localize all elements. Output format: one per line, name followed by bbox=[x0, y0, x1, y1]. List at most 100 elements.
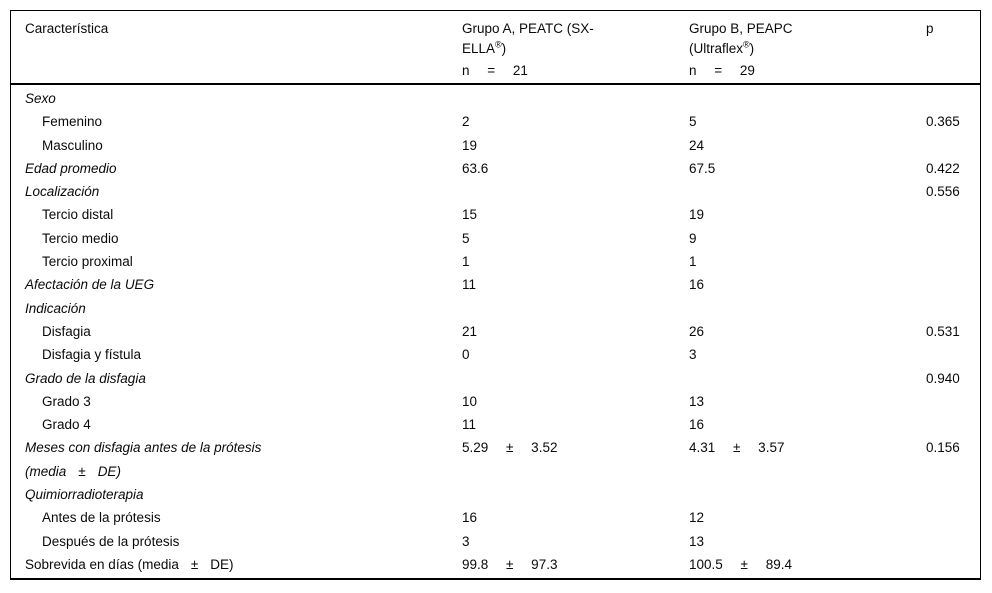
group-a-value: 63.6 bbox=[462, 160, 489, 176]
registered-trademark-symbol: ® bbox=[495, 39, 502, 49]
table-body: Sexo Femenino 2 5 0.365 Masculino 19 24 Edad pro… bbox=[11, 85, 980, 578]
row-label-text: Después de la prótesis bbox=[42, 533, 180, 549]
table-row: Grado 3 10 13 bbox=[25, 390, 980, 413]
group-a-value: 11 bbox=[462, 417, 477, 433]
group-b-stent-name: (Ultraflex bbox=[689, 40, 744, 56]
p-value bbox=[926, 87, 980, 110]
group-a-value: 10 bbox=[462, 393, 478, 409]
group-a-value bbox=[462, 483, 689, 506]
row-label: Quimiorradioterapia bbox=[25, 483, 462, 506]
row-label: Femenino bbox=[25, 110, 462, 133]
row-label: Indicación bbox=[25, 297, 462, 320]
table-row: Después de la prótesis 3 13 bbox=[25, 530, 980, 553]
row-label-text: Sexo bbox=[25, 91, 56, 106]
table-header-row: Característica Grupo A, PEATC (SX- ELLA®… bbox=[11, 11, 980, 85]
p-value bbox=[926, 530, 980, 553]
row-label-text: Antes de la prótesis bbox=[42, 510, 161, 526]
p-value bbox=[926, 343, 980, 366]
group-a-value bbox=[462, 87, 689, 110]
group-a-stent-name: ELLA bbox=[462, 40, 496, 56]
row-label: Localización bbox=[25, 180, 462, 203]
group-a-value: 1 bbox=[462, 254, 470, 270]
table-row: Femenino 2 5 0.365 bbox=[25, 110, 980, 133]
row-label: Tercio proximal bbox=[25, 250, 462, 273]
row-label: Sobrevida en días (media ± DE) bbox=[25, 553, 462, 576]
row-label-text: Disfagia bbox=[42, 323, 91, 339]
group-b-value: 13 bbox=[689, 533, 705, 549]
group-b-value: 100.5 ± 89.4 bbox=[689, 556, 792, 572]
group-b-title-line2: (Ultraflex®) bbox=[689, 39, 926, 59]
row-label-line2: (media ± DE) bbox=[25, 460, 462, 483]
group-b-sample-size: n = 29 bbox=[689, 63, 755, 78]
p-value: 0.556 bbox=[926, 184, 960, 200]
row-label: Masculino bbox=[25, 134, 462, 157]
group-a-value: 21 bbox=[462, 323, 478, 339]
group-a-value: 16 bbox=[462, 510, 478, 526]
row-label: Tercio distal bbox=[25, 203, 462, 226]
row-label-text: Grado 4 bbox=[42, 417, 91, 433]
row-label: Grado de la disfagia bbox=[25, 367, 462, 390]
p-value bbox=[926, 553, 980, 576]
group-a-value: 11 bbox=[462, 277, 477, 293]
group-a-value: 19 bbox=[462, 137, 478, 153]
table-row: Meses con disfagia antes de la prótesis (… bbox=[25, 436, 980, 483]
row-label-text: Grado 3 bbox=[42, 393, 91, 409]
plus-minus-sign: ± bbox=[190, 556, 199, 572]
row-label-text: Indicación bbox=[25, 300, 86, 316]
header-group-b: Grupo B, PEAPC (Ultraflex®) n = 29 bbox=[689, 19, 926, 83]
p-value bbox=[926, 273, 980, 296]
group-a-value bbox=[462, 367, 689, 390]
p-value bbox=[926, 203, 980, 226]
group-a-value: 0 bbox=[462, 347, 470, 363]
row-label-text: Edad promedio bbox=[25, 160, 117, 176]
table-row: Disfagia 21 26 0.531 bbox=[25, 320, 980, 343]
group-b-value bbox=[689, 297, 926, 320]
row-label: Meses con disfagia antes de la prótesis (… bbox=[25, 436, 462, 483]
group-b-value bbox=[689, 87, 926, 110]
p-value bbox=[926, 413, 980, 436]
group-b-value: 16 bbox=[689, 277, 705, 293]
p-value bbox=[926, 297, 980, 320]
group-a-title-line1: Grupo A, PEATC (SX- bbox=[462, 21, 594, 36]
table-row: Sobrevida en días (media ± DE) 99.8 ± 97.3 1… bbox=[25, 553, 980, 576]
group-b-value bbox=[689, 180, 926, 203]
table-row: Disfagia y fístula 0 3 bbox=[25, 343, 980, 366]
p-value: 0.156 bbox=[926, 440, 960, 456]
group-b-value bbox=[689, 483, 926, 506]
row-label: Antes de la prótesis bbox=[25, 506, 462, 529]
table-row: Indicación bbox=[25, 297, 980, 320]
row-label-text: Quimiorradioterapia bbox=[25, 487, 144, 503]
table-row: Tercio distal 15 19 bbox=[25, 203, 980, 226]
group-a-value: 15 bbox=[462, 207, 478, 223]
row-label-text: Tercio medio bbox=[42, 230, 119, 246]
row-label-text: Localización bbox=[25, 184, 100, 200]
row-label-tail: DE) bbox=[210, 556, 234, 572]
row-label-text: Afectación de la UEG bbox=[25, 277, 155, 293]
group-b-value: 12 bbox=[689, 510, 705, 526]
group-b-value: 4.31 ± 3.57 bbox=[689, 440, 785, 456]
group-b-title-close: ) bbox=[749, 40, 755, 56]
plus-minus-sign: ± bbox=[78, 463, 86, 479]
p-value: 0.422 bbox=[926, 160, 960, 176]
group-b-value: 13 bbox=[689, 393, 705, 409]
row-label: Afectación de la UEG bbox=[25, 273, 462, 296]
row-label: Disfagia bbox=[25, 320, 462, 343]
group-b-value: 3 bbox=[689, 347, 697, 363]
p-value bbox=[926, 227, 980, 250]
table-row: Afectación de la UEG 11 16 bbox=[25, 273, 980, 296]
group-a-value bbox=[462, 297, 689, 320]
group-a-value: 3 bbox=[462, 533, 470, 549]
comparison-table: Característica Grupo A, PEATC (SX- ELLA®… bbox=[10, 10, 981, 581]
group-b-value: 67.5 bbox=[689, 160, 716, 176]
row-label-line2-text: (media bbox=[25, 463, 67, 479]
row-label: Después de la prótesis bbox=[25, 530, 462, 553]
group-a-sample-size: n = 21 bbox=[462, 63, 528, 78]
p-value bbox=[926, 250, 980, 273]
table-row: Grado de la disfagia 0.940 bbox=[25, 367, 980, 390]
row-label-text: Disfagia y fístula bbox=[42, 347, 142, 363]
row-label-line2-tail: DE) bbox=[97, 463, 121, 479]
row-label: Grado 3 bbox=[25, 390, 462, 413]
row-label: Tercio medio bbox=[25, 227, 462, 250]
p-value: 0.531 bbox=[926, 323, 960, 339]
group-b-value bbox=[689, 367, 926, 390]
